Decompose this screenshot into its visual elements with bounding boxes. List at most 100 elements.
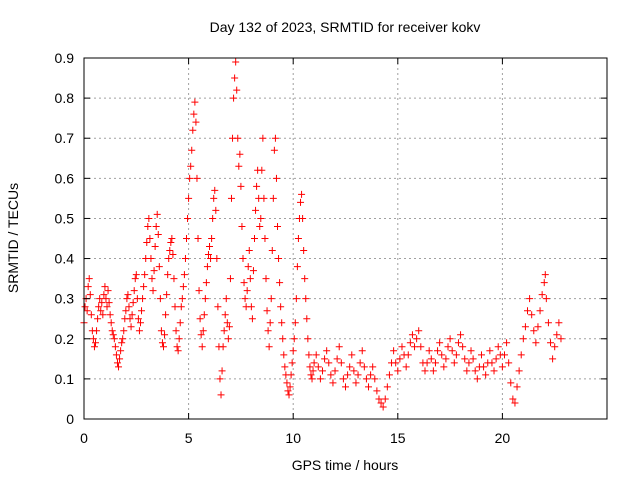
data-point — [112, 351, 120, 359]
data-point — [188, 146, 196, 154]
data-point — [110, 335, 118, 343]
data-point — [291, 319, 299, 327]
data-point — [555, 319, 563, 327]
data-point — [498, 363, 506, 371]
data-point — [308, 375, 316, 383]
data-point — [193, 174, 201, 182]
data-point — [517, 351, 525, 359]
data-point — [97, 307, 105, 315]
data-point — [325, 359, 333, 367]
chart-title: Day 132 of 2023, SRMTID for receiver kok… — [210, 19, 481, 35]
data-point — [170, 275, 178, 283]
data-point — [383, 383, 391, 391]
data-point — [185, 194, 193, 202]
data-point — [429, 367, 437, 375]
data-point — [166, 247, 174, 255]
data-point — [199, 327, 207, 335]
data-point — [469, 355, 477, 363]
data-point — [306, 363, 314, 371]
data-point — [276, 279, 284, 287]
data-point — [138, 307, 146, 315]
data-point — [101, 283, 109, 291]
data-point — [477, 351, 485, 359]
data-point — [421, 367, 429, 375]
data-point — [250, 235, 258, 242]
data-point — [213, 255, 221, 263]
data-point — [289, 347, 297, 355]
data-point — [139, 295, 147, 303]
data-point — [417, 343, 425, 351]
data-point — [538, 291, 546, 299]
data-point — [147, 255, 155, 263]
data-point — [231, 74, 239, 82]
data-point — [132, 271, 140, 279]
data-point — [288, 359, 296, 367]
data-point — [244, 263, 252, 271]
data-point — [300, 247, 308, 255]
data-point — [243, 287, 251, 295]
data-point — [526, 295, 534, 303]
data-point — [297, 198, 305, 206]
x-tick-labels: 0 5 10 15 20 — [80, 430, 510, 446]
data-point — [284, 387, 292, 395]
data-point — [272, 174, 280, 182]
data-point — [196, 315, 204, 323]
data-point — [519, 335, 527, 343]
data-point — [381, 395, 389, 403]
data-point — [222, 295, 230, 303]
data-point — [162, 311, 170, 319]
data-point — [158, 339, 166, 347]
data-point — [183, 235, 191, 242]
data-point — [267, 295, 275, 303]
data-point — [457, 331, 465, 339]
data-point — [507, 379, 515, 387]
data-point — [333, 355, 341, 363]
y-tick-label: 0.5 — [55, 210, 75, 226]
data-point — [86, 291, 94, 299]
data-point — [98, 299, 106, 307]
data-point — [286, 383, 294, 391]
data-point — [406, 339, 414, 347]
data-point — [195, 287, 203, 295]
data-point — [191, 98, 199, 106]
data-point — [310, 359, 318, 367]
data-point — [209, 214, 217, 222]
data-point — [227, 194, 235, 202]
data-point — [175, 335, 183, 343]
data-point — [165, 255, 173, 263]
data-point — [129, 299, 137, 307]
data-point — [287, 371, 295, 379]
y-tick-label: 0.6 — [55, 170, 75, 186]
data-point — [314, 363, 322, 371]
axis-ticks — [83, 57, 607, 420]
data-point — [337, 359, 345, 367]
data-point — [208, 235, 216, 242]
data-point — [238, 222, 246, 230]
data-point — [377, 399, 385, 407]
data-point — [173, 343, 181, 351]
data-point — [256, 222, 264, 230]
data-point — [404, 351, 412, 359]
data-point — [471, 367, 479, 375]
data-point — [96, 295, 104, 303]
data-point — [452, 351, 460, 359]
data-point — [136, 319, 144, 327]
data-point — [434, 347, 442, 355]
data-point — [237, 182, 245, 190]
data-point — [312, 351, 320, 359]
data-point — [549, 355, 557, 363]
data-point — [87, 311, 95, 319]
data-point — [207, 255, 215, 263]
data-point — [301, 275, 309, 283]
data-point — [265, 343, 273, 351]
data-point — [425, 347, 433, 355]
data-point — [176, 319, 184, 327]
data-point — [463, 367, 471, 375]
data-point — [473, 375, 481, 383]
data-point — [293, 263, 301, 271]
data-point — [390, 347, 398, 355]
data-point — [379, 403, 387, 411]
data-point — [438, 351, 446, 359]
data-point — [248, 315, 256, 323]
data-point — [212, 206, 220, 214]
